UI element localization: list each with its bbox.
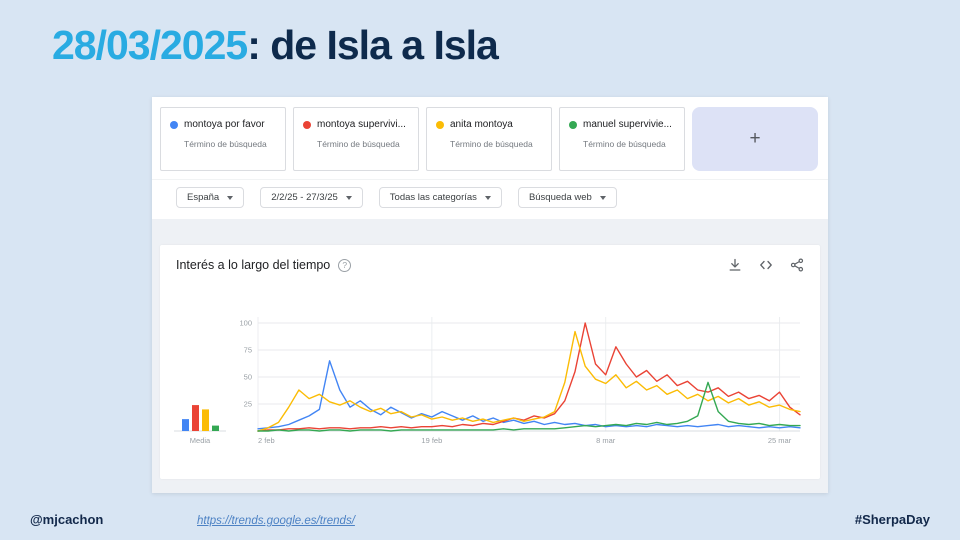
term-label: montoya por favor bbox=[184, 119, 265, 130]
term-card[interactable]: anita montoya Término de búsqueda bbox=[426, 107, 552, 171]
svg-text:19 feb: 19 feb bbox=[421, 436, 442, 445]
chevron-down-icon bbox=[484, 195, 491, 200]
chevron-down-icon bbox=[345, 195, 352, 200]
download-icon[interactable] bbox=[728, 258, 742, 272]
svg-text:25: 25 bbox=[244, 400, 252, 409]
term-label: manuel supervivie... bbox=[583, 119, 672, 130]
chart-title: Interés a lo largo del tiempo bbox=[176, 258, 331, 272]
term-card[interactable]: montoya supervivi... Término de búsqueda bbox=[293, 107, 419, 171]
filter-label: Búsqueda web bbox=[528, 192, 592, 203]
term-line: montoya por favor bbox=[170, 119, 276, 130]
term-line: manuel supervivie... bbox=[569, 119, 675, 130]
footer-handle: @mjcachon bbox=[30, 512, 104, 527]
add-comparison-button[interactable]: + bbox=[692, 107, 818, 171]
svg-text:25 mar: 25 mar bbox=[768, 436, 792, 445]
term-type-label: Término de búsqueda bbox=[317, 139, 400, 149]
section-gap bbox=[152, 219, 828, 245]
chart-header: Interés a lo largo del tiempo ? bbox=[160, 245, 820, 272]
page-title: 28/03/2025: de Isla a Isla bbox=[52, 22, 499, 69]
title-date: 28/03/2025 bbox=[52, 22, 248, 68]
filter-bar: España 2/2/25 - 27/3/25 Todas las catego… bbox=[152, 179, 828, 219]
chevron-down-icon bbox=[227, 195, 234, 200]
series-color-dot-icon bbox=[569, 120, 577, 129]
term-type-label: Término de búsqueda bbox=[583, 139, 666, 149]
term-label: montoya supervivi... bbox=[317, 119, 406, 130]
svg-text:75: 75 bbox=[244, 346, 252, 355]
chart-body: 2 feb 19 feb 8 mar 25 mar 25 50 75 100 Media bbox=[160, 281, 820, 477]
term-card[interactable]: montoya por favor Término de búsqueda bbox=[160, 107, 286, 171]
series-color-dot-icon bbox=[170, 120, 178, 129]
term-line: montoya supervivi... bbox=[303, 119, 409, 130]
interest-over-time-card: Interés a lo largo del tiempo ? bbox=[160, 245, 820, 479]
comparison-terms-row: montoya por favor Término de búsqueda mo… bbox=[152, 97, 828, 179]
filter-daterange-dropdown[interactable]: 2/2/25 - 27/3/25 bbox=[260, 187, 363, 208]
trends-chart-svg: 2 feb 19 feb 8 mar 25 mar 25 50 75 100 Media bbox=[174, 317, 801, 445]
term-type-label: Término de búsqueda bbox=[184, 139, 267, 149]
chevron-down-icon bbox=[599, 195, 606, 200]
filter-region-dropdown[interactable]: España bbox=[176, 187, 245, 208]
term-line: anita montoya bbox=[436, 119, 542, 130]
svg-text:2 feb: 2 feb bbox=[258, 436, 275, 445]
filter-searchtype-dropdown[interactable]: Búsqueda web bbox=[517, 187, 617, 208]
term-type-label: Término de búsqueda bbox=[450, 139, 533, 149]
svg-text:100: 100 bbox=[239, 319, 252, 328]
filter-category-dropdown[interactable]: Todas las categorías bbox=[378, 187, 502, 208]
filter-label: España bbox=[187, 192, 220, 203]
title-text: : de Isla a Isla bbox=[247, 22, 499, 68]
svg-text:50: 50 bbox=[244, 373, 252, 382]
series-color-dot-icon bbox=[436, 120, 444, 129]
filter-label: 2/2/25 - 27/3/25 bbox=[271, 192, 338, 203]
trends-screenshot-panel: montoya por favor Término de búsqueda mo… bbox=[152, 97, 828, 493]
embed-icon[interactable] bbox=[759, 258, 773, 272]
help-icon[interactable]: ? bbox=[338, 258, 352, 272]
series-color-dot-icon bbox=[303, 120, 311, 129]
chart-actions bbox=[728, 258, 804, 272]
footer-hashtag: #SherpaDay bbox=[854, 512, 930, 527]
svg-text:Media: Media bbox=[190, 436, 211, 445]
term-label: anita montoya bbox=[450, 119, 513, 130]
svg-text:8 mar: 8 mar bbox=[596, 436, 616, 445]
share-icon[interactable] bbox=[790, 258, 804, 272]
term-card[interactable]: manuel supervivie... Término de búsqueda bbox=[559, 107, 685, 171]
footer-trends-link[interactable]: https://trends.google.es/trends/ bbox=[197, 515, 355, 527]
plus-icon: + bbox=[749, 128, 761, 149]
filter-label: Todas las categorías bbox=[389, 192, 477, 203]
